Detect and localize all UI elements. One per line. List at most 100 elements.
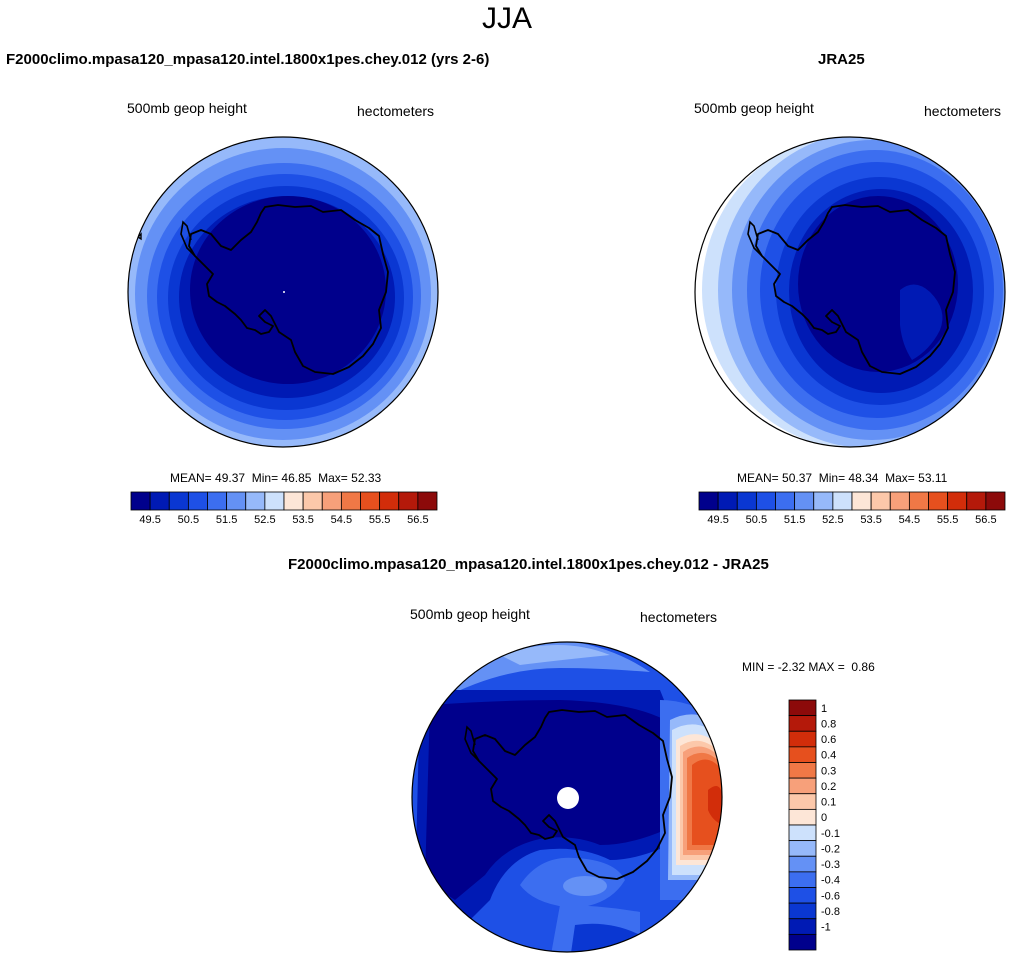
colorbar-tick-label: 0.1 xyxy=(821,797,836,809)
antarctic-peninsula-outline xyxy=(180,220,196,257)
colorbar-tick-label: 49.5 xyxy=(707,514,728,526)
colorbar-tick-label: 51.5 xyxy=(784,514,805,526)
colorbar-box xyxy=(788,887,817,904)
map-border xyxy=(694,136,1006,448)
max-label: Max= xyxy=(885,471,915,485)
colorbar-box xyxy=(283,491,304,511)
colorbar-tick-label: 52.5 xyxy=(254,514,275,526)
colorbar-tick-label: -0.1 xyxy=(821,828,840,840)
colorbar-box xyxy=(207,491,228,511)
min-label: Min= xyxy=(251,471,279,485)
colorbar-box xyxy=(417,491,438,511)
colorbar-tick-label: 0.6 xyxy=(821,734,836,746)
max-value: 52.33 xyxy=(351,471,382,485)
panel-2-stats: MEAN= 50.37 Min= 48.34 Max= 53.11 xyxy=(737,471,947,485)
colorbar-tick-label: 51.5 xyxy=(216,514,237,526)
min-value: -2.32 xyxy=(777,660,806,674)
mean-value: 49.37 xyxy=(215,471,246,485)
pole-marker xyxy=(283,291,285,293)
colorbar-box xyxy=(889,491,910,511)
colorbar-box xyxy=(788,902,817,920)
colorbar-box xyxy=(264,491,285,511)
panel-3-stats: MIN = -2.32 MAX = 0.86 xyxy=(742,660,875,674)
colorbar-box xyxy=(947,491,968,511)
map-border xyxy=(411,641,723,953)
colorbar-tick-label: 53.5 xyxy=(292,514,313,526)
colorbar-box xyxy=(788,824,817,842)
colorbar-tick-label: -1 xyxy=(821,922,831,934)
colorbar-tick-label: 0.3 xyxy=(821,765,836,777)
colorbar-box xyxy=(149,491,170,511)
max-label: MAX = xyxy=(808,660,845,674)
min-label: Min= xyxy=(818,471,846,485)
map-border xyxy=(127,136,439,448)
mean-value: 50.37 xyxy=(782,471,813,485)
panel-2-units-label: hectometers xyxy=(924,103,1002,119)
colorbar-box xyxy=(755,491,776,511)
colorbar-box xyxy=(321,491,342,511)
panel-2-colorbar: 49.5 50.5 51.5 52.5 53.5 54.5 55.5 56.5 xyxy=(698,491,1006,526)
colorbar-tick-label: 0 xyxy=(821,812,827,824)
colorbar-tick-label: 0.4 xyxy=(821,750,836,762)
colorbar-tick-label: 55.5 xyxy=(937,514,958,526)
figure-title: JJA xyxy=(481,2,532,35)
panel-1-stats: MEAN= 49.37 Min= 46.85 Max= 52.33 xyxy=(170,471,381,485)
colorbar-tick-label: 54.5 xyxy=(899,514,920,526)
contour-level-fill xyxy=(425,700,672,900)
colorbar-box xyxy=(788,715,817,732)
contour-level-fill xyxy=(708,786,722,825)
colorbar-tick-label: 56.5 xyxy=(407,514,428,526)
colorbar-tick-label: -0.4 xyxy=(821,875,840,887)
colorbar-box xyxy=(717,491,738,511)
colorbar-tick-label: -0.3 xyxy=(821,859,840,871)
panel-1-variable-label: 500mb geop height xyxy=(127,100,247,116)
antarctica-outline xyxy=(472,709,673,880)
colorbar-box xyxy=(340,491,361,511)
pole-missing-data xyxy=(557,787,579,809)
colorbar-box xyxy=(360,491,381,511)
colorbar-box xyxy=(788,777,817,795)
colorbar-tick-label: -0.6 xyxy=(821,890,840,902)
colorbar-box xyxy=(813,491,834,511)
colorbar-box xyxy=(788,871,817,888)
panel-3-title: F2000climo.mpasa120_mpasa120.intel.1800x… xyxy=(288,556,769,573)
colorbar-box xyxy=(788,762,817,779)
colorbar-tick-label: 0.2 xyxy=(821,781,836,793)
colorbar-box xyxy=(398,491,419,511)
colorbar-box xyxy=(788,699,817,717)
max-value: 53.11 xyxy=(918,471,948,485)
panel-1-units-label: hectometers xyxy=(357,103,435,119)
panel-1-map xyxy=(127,136,439,448)
colorbar-box xyxy=(775,491,796,511)
colorbar-box xyxy=(187,491,208,511)
colorbar-tick-label: -0.8 xyxy=(821,906,840,918)
colorbar-tick-label: 53.5 xyxy=(860,514,881,526)
colorbar-box xyxy=(870,491,891,511)
panel-1-title: F2000climo.mpasa120_mpasa120.intel.1800x… xyxy=(6,51,490,68)
colorbar-box xyxy=(832,491,853,511)
panel-1-colorbar: 49.5 50.5 51.5 52.5 53.5 54.5 55.5 56.5 xyxy=(130,491,438,526)
contour-level-fill xyxy=(798,196,958,372)
colorbar-box xyxy=(908,491,929,511)
min-label: MIN = xyxy=(742,660,775,674)
colorbar-box xyxy=(226,491,247,511)
panel-3-units-label: hectometers xyxy=(640,609,718,625)
colorbar-box xyxy=(788,855,817,873)
colorbar-tick-label: 50.5 xyxy=(746,514,767,526)
panel-3-variable-label: 500mb geop height xyxy=(410,606,530,622)
antarctic-peninsula-outline xyxy=(464,725,480,762)
colorbar-tick-label: 1 xyxy=(821,703,827,715)
island-outline xyxy=(136,232,142,241)
contour-level-fill xyxy=(692,759,722,845)
colorbar-box xyxy=(130,491,151,511)
colorbar-box xyxy=(788,793,817,810)
colorbar-box xyxy=(168,491,189,511)
colorbar-box xyxy=(788,840,817,857)
colorbar-box xyxy=(788,918,817,935)
colorbar-box xyxy=(985,491,1006,511)
colorbar-box xyxy=(794,491,815,511)
antarctica-outline xyxy=(188,204,389,375)
colorbar-box xyxy=(851,491,872,511)
colorbar-box xyxy=(245,491,266,511)
